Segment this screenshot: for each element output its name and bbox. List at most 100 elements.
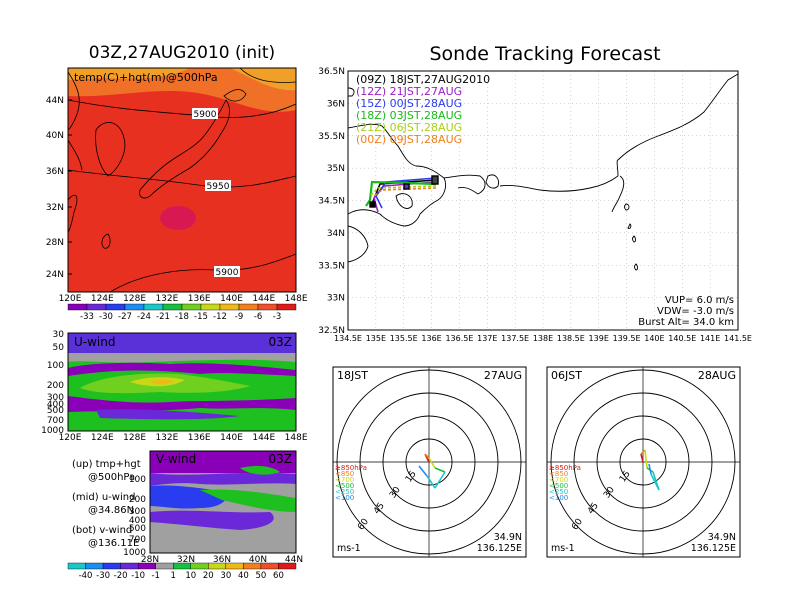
ascent-speed: VUP= 6.0 m/s [665, 295, 734, 306]
colorbar-swatch [190, 562, 209, 570]
pressure-tick: 700 [47, 416, 64, 426]
pressure-tick: 300 [47, 393, 64, 403]
lat-tick-label: 40N [249, 555, 267, 565]
colorbar-tick: -18 [175, 312, 189, 322]
lon-tick-label: 138.5E [557, 334, 585, 343]
colorbar-swatch [200, 303, 221, 311]
colorbar-swatch [137, 562, 156, 570]
lat-tick-label: 36N [46, 167, 64, 177]
lon-tick-label: 136E [421, 334, 441, 343]
temperature-colorbar: -33 -30 -27 -24 -21 -18 -15 -12 -9 -6 -3 [67, 303, 297, 322]
lon-tick-label: 135E [366, 334, 386, 343]
wind-colorbar: -40 -30 -20 -10 -1 1 10 20 30 40 50 60 [67, 562, 297, 581]
lat-tick-label: 44N [285, 555, 303, 565]
contour-label-3: 5900 [216, 268, 239, 278]
colorbar-tick: -6 [254, 312, 262, 322]
hodograph-segment [648, 463, 652, 475]
lon-tick-label: 137E [477, 334, 497, 343]
colorbar-swatch [67, 303, 88, 311]
lat-tick-label: 44N [46, 96, 64, 106]
colorbar-tick: 30 [220, 571, 231, 581]
pressure-level-legend: <700 [549, 476, 568, 484]
note-line-1: (mid) u-wind [72, 492, 135, 503]
hodograph-segment [644, 449, 648, 469]
hodograph-segment [434, 467, 446, 473]
legend-entry: (00Z) 09JST,28AUG [356, 133, 462, 146]
pressure-tick: 30 [53, 330, 65, 340]
colorbar-swatch [120, 562, 139, 570]
colorbar-tick: -21 [156, 312, 170, 322]
legend-entry: (09Z) 18JST,27AUG2010 [356, 73, 490, 86]
lon-tick-label: 148E [285, 294, 308, 304]
lat-tick-label: 32.5N [318, 326, 345, 336]
colorbar-swatch [278, 562, 297, 570]
legend-entry: (12Z) 21JST,27AUG [356, 85, 462, 98]
colorbar-tick: -12 [213, 312, 227, 322]
colorbar-swatch [124, 303, 145, 311]
hodograph-time: 18JST [337, 369, 368, 382]
hodograph-segment [650, 473, 660, 491]
pressure-tick: 500 [129, 524, 146, 534]
pressure-level-legend: <500 [549, 482, 568, 490]
colorbar-tick: -1 [151, 571, 159, 581]
top-map-lon-ticks: 120E 124E 128E 132E 136E 140E 144E 148E [59, 294, 308, 304]
colorbar-tick: -20 [114, 571, 128, 581]
lon-tick-label: 144E [252, 294, 275, 304]
v-wind-time: 03Z [269, 452, 293, 466]
note-line-2: @500hPa [88, 472, 135, 483]
hodograph-segment [428, 457, 436, 469]
pressure-tick: 200 [129, 495, 146, 505]
hodograph-rings [333, 367, 526, 557]
colorbar-tick: 10 [185, 571, 196, 581]
colorbar-tick: -24 [137, 312, 151, 322]
legend-entry: (18Z) 03JST,28AUG [356, 109, 462, 122]
note-line-2: @34.86N [88, 505, 134, 516]
hodograph-unit: ms-1 [337, 543, 361, 554]
lon-tick-label: 128E [123, 294, 146, 304]
colorbar-tick: -27 [118, 312, 132, 322]
colorbar-swatch [143, 303, 164, 311]
descent-speed: VDW= -3.0 m/s [657, 306, 734, 317]
lon-tick-label: 137.5E [501, 334, 529, 343]
note-line-1: (bot) v-wind [72, 525, 132, 536]
lon-tick-label: 132E [155, 294, 178, 304]
lon-tick-label: 141E [700, 334, 720, 343]
track-lon-ticks: 134.5E 135E 135.5E 136E 136.5E 137E 137.5E 138E… [334, 334, 752, 343]
colorbar-swatch [67, 562, 86, 570]
lat-tick-label: 32N [46, 203, 64, 213]
left-title: 03Z,27AUG2010 (init) [89, 43, 275, 63]
lon-tick-label: 136E [188, 294, 211, 304]
colorbar-tick: -3 [273, 312, 281, 322]
lon-tick-label: 120E [59, 294, 82, 304]
hodograph-lat: 34.9N [494, 532, 522, 543]
lon-tick-label: 140E [644, 334, 664, 343]
pressure-level-legend: <850 [335, 470, 354, 478]
lon-tick-label: 148E [285, 433, 308, 443]
colorbar-swatch [105, 303, 126, 311]
pressure-tick: 1000 [123, 548, 146, 558]
lat-tick-label: 36N [213, 555, 231, 565]
colorbar-tick: -30 [99, 312, 113, 322]
hodograph-date: 28AUG [698, 369, 736, 382]
legend-entry: (21Z) 06JST,28AUG [356, 121, 462, 134]
pressure-tick: 500 [47, 406, 64, 416]
track-lat-ticks: 36.5N 36N 35.5N 35N 34.5N 34N 33.5N 33N 32.5N [318, 67, 345, 336]
colorbar-swatch [102, 562, 121, 570]
colorbar-swatch [257, 303, 278, 311]
pressure-tick: 400 [47, 400, 64, 410]
lon-tick-label: 139E [589, 334, 609, 343]
colorbar-swatch [225, 562, 244, 570]
colorbar-swatch [238, 303, 259, 311]
top-map-lat-ticks: 44N 40N 36N 32N 28N 24N [46, 96, 72, 280]
burst-altitude: Burst Alt= 34.0 km [638, 317, 734, 328]
u-wind-label: U-wind [74, 335, 115, 349]
colorbar-swatch [173, 562, 191, 570]
lat-tick-label: 33N [327, 294, 345, 304]
pressure-tick: 200 [47, 381, 64, 391]
lat-tick-label: 36N [327, 99, 345, 109]
colorbar-tick: -9 [235, 312, 243, 322]
hodograph-segment [424, 453, 430, 459]
